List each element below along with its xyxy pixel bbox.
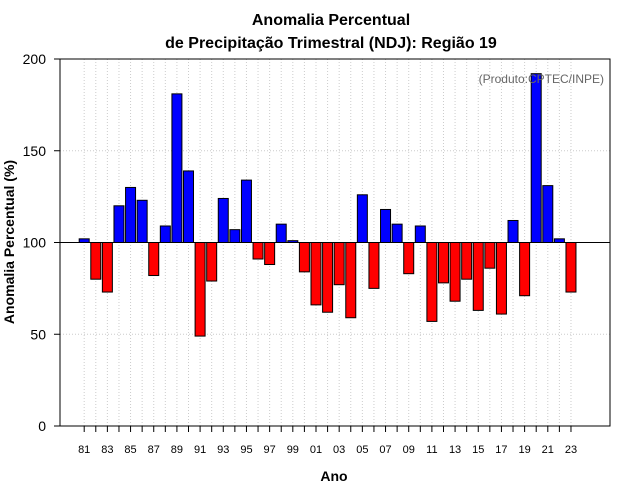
bar-98 bbox=[275, 223, 287, 243]
bar-91 bbox=[194, 242, 206, 337]
bar-20 bbox=[530, 73, 542, 244]
bar-16 bbox=[484, 242, 496, 269]
y-tick-label: 100 bbox=[23, 235, 47, 251]
bar-81 bbox=[78, 238, 90, 244]
x-tick-label: 09 bbox=[403, 444, 415, 456]
x-tick-label: 15 bbox=[472, 444, 484, 456]
x-tick-label: 05 bbox=[356, 444, 368, 456]
bar-03 bbox=[333, 242, 345, 286]
bar-11 bbox=[426, 242, 438, 322]
bar-83 bbox=[101, 242, 113, 293]
bar-10 bbox=[414, 225, 426, 243]
bar-89 bbox=[171, 93, 183, 243]
bar-14 bbox=[461, 242, 473, 280]
x-tick-label: 21 bbox=[542, 444, 554, 456]
x-axis: 81 83 85 87 89 91 93 95 97 99 01 03 05 07 09 11 13 15 17 19… bbox=[78, 426, 577, 456]
bar-09 bbox=[403, 242, 415, 275]
x-tick-label: 01 bbox=[310, 444, 322, 456]
chart-title: Anomalia Percentual bbox=[252, 12, 410, 29]
x-tick-label: 23 bbox=[565, 444, 577, 456]
bar-17 bbox=[495, 242, 507, 315]
bar-22 bbox=[553, 238, 565, 244]
bar-90 bbox=[183, 170, 195, 243]
x-tick-label: 87 bbox=[148, 444, 160, 456]
bar-88 bbox=[159, 225, 171, 243]
bar-04 bbox=[345, 242, 357, 319]
x-tick-label: 03 bbox=[333, 444, 345, 456]
bar-19 bbox=[519, 242, 531, 297]
chart-credit: (Produto:CPTEC/INPE) bbox=[479, 72, 604, 86]
y-tick-label: 50 bbox=[30, 326, 46, 342]
y-tick-label: 150 bbox=[23, 143, 47, 159]
bar-00 bbox=[298, 242, 310, 273]
x-tick-label: 13 bbox=[449, 444, 461, 456]
bar-84 bbox=[113, 205, 125, 244]
bar-05 bbox=[356, 194, 368, 243]
y-tick-label: 0 bbox=[38, 418, 46, 434]
x-tick-label: 93 bbox=[217, 444, 229, 456]
x-tick-label: 95 bbox=[240, 444, 252, 456]
bar-96 bbox=[252, 242, 264, 260]
bar-87 bbox=[148, 242, 160, 277]
x-tick-label: 85 bbox=[124, 444, 136, 456]
chart-subtitle: de Precipitação Trimestral (NDJ): Região… bbox=[165, 35, 497, 52]
bar-93 bbox=[217, 197, 229, 244]
x-tick-label: 81 bbox=[78, 444, 90, 456]
x-tick-label: 91 bbox=[194, 444, 206, 456]
bar-18 bbox=[507, 219, 519, 243]
bar-85 bbox=[125, 186, 137, 243]
x-tick-label: 89 bbox=[171, 444, 183, 456]
bar-07 bbox=[380, 208, 392, 243]
x-tick-label: 97 bbox=[264, 444, 276, 456]
x-axis-label: Ano bbox=[320, 468, 347, 484]
bar-23 bbox=[565, 242, 577, 293]
x-tick-label: 17 bbox=[495, 444, 507, 456]
bar-21 bbox=[542, 185, 554, 244]
bar-layer bbox=[78, 73, 577, 337]
x-tick-label: 99 bbox=[287, 444, 299, 456]
bar-86 bbox=[136, 199, 148, 243]
bar-01 bbox=[310, 242, 322, 306]
bar-06 bbox=[368, 242, 380, 289]
y-axis: 0 50 100 150 200 bbox=[23, 51, 60, 434]
bar-82 bbox=[90, 242, 102, 280]
y-tick-label: 200 bbox=[23, 51, 47, 67]
bar-12 bbox=[437, 242, 449, 284]
x-tick-label: 07 bbox=[379, 444, 391, 456]
x-tick-label: 11 bbox=[426, 444, 437, 456]
bar-95 bbox=[240, 179, 252, 243]
x-tick-label: 83 bbox=[101, 444, 113, 456]
bar-94 bbox=[229, 229, 241, 243]
x-tick-label: 19 bbox=[518, 444, 530, 456]
y-axis-label: Anomalia Percentual (%) bbox=[1, 160, 17, 324]
bar-15 bbox=[472, 242, 484, 311]
bar-02 bbox=[322, 242, 334, 313]
bar-92 bbox=[206, 242, 218, 282]
bar-08 bbox=[391, 223, 403, 243]
bar-13 bbox=[449, 242, 461, 302]
bar-97 bbox=[264, 242, 276, 266]
